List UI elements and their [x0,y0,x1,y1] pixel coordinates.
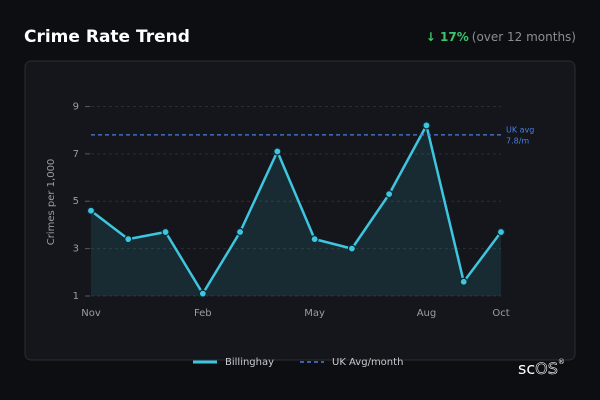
reference-label: UK avg [506,125,534,134]
brand-a: sc [518,359,535,378]
change-note: (over 12 months) [472,30,576,44]
point [385,190,394,199]
y-axis-label: Crimes per 1,000 [46,159,57,246]
change: ↓ 17% (over 12 months) [426,30,576,44]
chart-title: Crime Rate Trend [24,27,190,47]
legend-label: Billinghay [225,357,274,368]
y-tick-label: 1 [73,291,79,302]
point [422,121,431,130]
brand-b: OS [535,359,558,378]
change-value: ↓ 17% [426,30,469,44]
brand-c: ® [558,358,565,366]
point [86,206,96,215]
y-tick-label: 3 [73,244,79,255]
y-tick-label: 9 [73,101,79,112]
area [91,125,501,296]
x-tick-label: Nov [81,308,101,319]
y-tick-label: 7 [73,149,79,160]
x-tick-label: Aug [417,308,437,319]
panel [24,60,576,361]
point [198,289,207,298]
point [161,227,170,237]
point [459,277,468,286]
point [124,235,133,244]
x-tick-label: Oct [492,308,509,319]
reference-label: 7.8/m [506,136,529,145]
x-tick-label: Feb [194,308,212,319]
x-tick-label: May [304,308,325,319]
legend-label: UK Avg/month [332,357,403,368]
point [310,235,319,244]
point [496,227,506,237]
brand: scOS® [518,358,565,378]
point [347,244,357,253]
y-tick-label: 5 [73,196,79,207]
line [90,124,503,295]
point [273,147,282,156]
point [235,227,245,237]
